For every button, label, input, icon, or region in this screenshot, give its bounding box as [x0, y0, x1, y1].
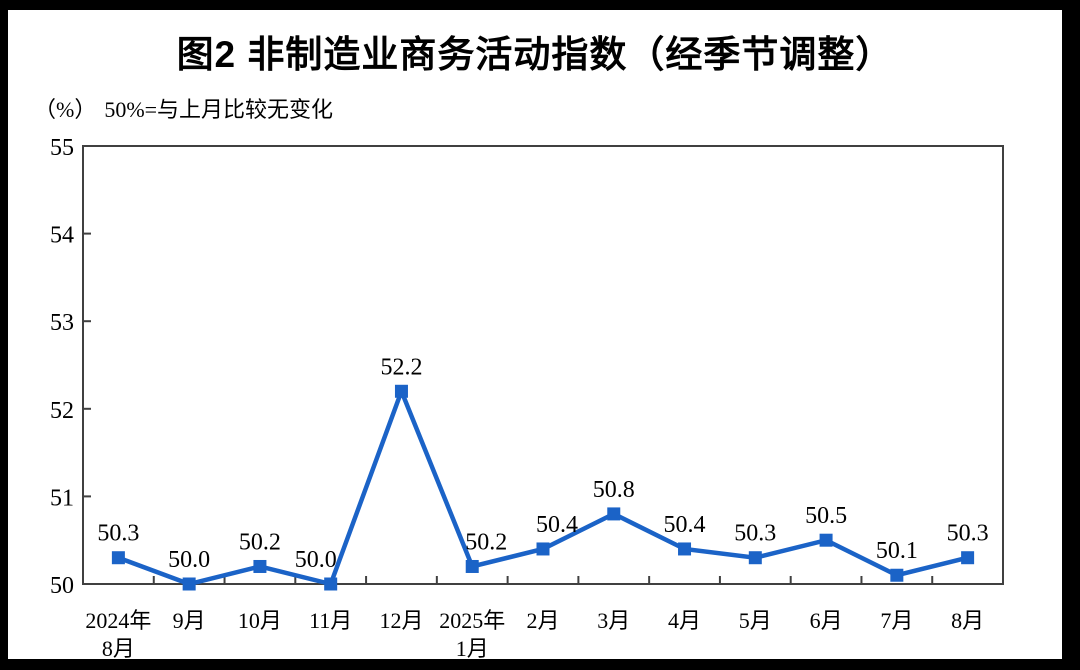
chart-title: 图2 非制造业商务活动指数（经季节调整） [176, 34, 894, 75]
data-point-label: 50.8 [593, 477, 635, 503]
data-point-marker [678, 542, 692, 556]
data-point-marker [890, 568, 904, 582]
y-axis-tick-label: 53 [50, 310, 74, 336]
y-axis-tick-label: 51 [50, 485, 74, 511]
data-point-label: 50.2 [239, 529, 281, 555]
x-axis-tick-label: 10月 [238, 608, 282, 633]
data-point-label: 50.4 [664, 512, 706, 538]
data-point-label: 50.2 [465, 529, 507, 555]
data-point-marker [253, 559, 267, 573]
data-point-marker [536, 542, 550, 556]
data-point-marker [111, 551, 125, 565]
y-axis-tick-label: 55 [50, 135, 74, 161]
data-point-marker [748, 551, 762, 565]
data-point-label: 52.2 [380, 354, 422, 380]
data-point-label: 50.3 [97, 521, 139, 547]
x-axis-tick-label: 6月 [810, 608, 843, 633]
x-axis-tick-label: 9月 [173, 608, 206, 633]
data-point-label: 50.3 [947, 521, 989, 547]
line-chart: 50 51 52 53 54 55 2024年 8月 9月 10月 11月 12月 2025年 1月 2月 3… [50, 135, 1004, 659]
x-axis-tick-label: 12月 [379, 608, 423, 633]
data-point-label: 50.0 [168, 547, 210, 573]
data-point-label: 50.4 [536, 512, 578, 538]
data-point-marker [394, 384, 408, 398]
plot-frame [82, 145, 1004, 585]
y-axis-unit-label: （%） [34, 97, 97, 122]
data-point-marker [961, 551, 975, 565]
x-axis-tick-label: 3月 [597, 608, 630, 633]
y-axis-tick-label: 54 [50, 223, 74, 249]
x-axis-tick-label: 2024年 8月 [85, 608, 151, 659]
x-axis-tick-label: 5月 [739, 608, 772, 633]
x-axis-tick-label: 2月 [526, 608, 559, 633]
y-axis-tick-label: 50 [50, 573, 74, 599]
data-point-marker [819, 533, 833, 547]
data-point-label: 50.1 [876, 538, 918, 564]
y-axis-tick-label: 52 [50, 398, 74, 424]
x-axis-tick-label: 4月 [668, 608, 701, 633]
x-axis-tick-label: 7月 [880, 608, 913, 633]
data-point-label: 50.3 [734, 521, 776, 547]
data-point-label: 50.0 [295, 547, 337, 573]
chart-canvas: 图2 非制造业商务活动指数（经季节调整） （%） 50%=与上月比较无变化 50 5… [8, 10, 1062, 659]
x-axis-tick-label: 2025年 1月 [439, 608, 505, 659]
data-point-label: 50.5 [805, 503, 847, 529]
data-point-marker [324, 577, 338, 591]
axis-note: 50%=与上月比较无变化 [104, 97, 334, 122]
data-point-marker [465, 559, 479, 573]
x-axis-tick-label: 11月 [309, 608, 352, 633]
axis-annotation-row: （%） 50%=与上月比较无变化 [34, 92, 333, 124]
data-point-marker [182, 577, 196, 591]
x-axis-tick-label: 8月 [951, 608, 984, 633]
data-point-marker [607, 507, 621, 521]
